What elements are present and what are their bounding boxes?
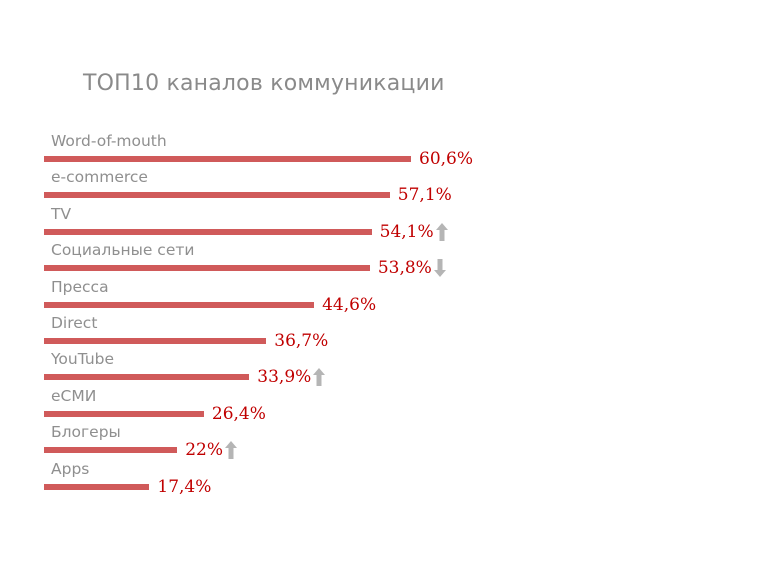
category-label: TV xyxy=(51,204,72,223)
bar xyxy=(44,156,411,162)
value-label: 26,4% xyxy=(211,403,266,424)
category-label: Direct xyxy=(51,314,98,332)
bar xyxy=(44,265,370,272)
category-label: еСМИ xyxy=(51,386,97,405)
value-label: 54,1% xyxy=(379,221,434,242)
category-label: e-commerce xyxy=(51,168,148,187)
bar xyxy=(44,447,178,454)
value-label: 22% xyxy=(185,440,224,461)
value-label: 57,1% xyxy=(397,185,452,206)
category-label: Apps xyxy=(51,459,90,478)
chart-title: ТОП10 каналов коммуникации xyxy=(83,71,445,96)
category-label: Социальные сети xyxy=(51,241,195,260)
category-label: Блогеры xyxy=(51,423,121,442)
value-label: 44,6% xyxy=(322,294,377,315)
value-label: 17,4% xyxy=(157,476,212,497)
bar xyxy=(44,301,315,308)
bar xyxy=(44,483,150,490)
bar xyxy=(44,192,390,199)
value-label: 60,6% xyxy=(419,149,474,169)
bar xyxy=(44,410,204,417)
category-label: YouTube xyxy=(51,350,115,369)
value-label: 33,9% xyxy=(257,367,312,388)
value-label: 53,8% xyxy=(377,258,432,279)
bar xyxy=(44,338,267,344)
bar xyxy=(44,228,372,235)
category-label: Пресса xyxy=(51,277,109,296)
arrow-down-icon xyxy=(433,259,446,278)
bar xyxy=(44,374,250,381)
arrow-up-icon xyxy=(435,222,448,241)
value-label: 36,7% xyxy=(274,331,329,351)
arrow-up-icon xyxy=(313,368,326,387)
category-label: Word-of-mouth xyxy=(51,132,167,150)
arrow-up-icon xyxy=(225,441,238,460)
